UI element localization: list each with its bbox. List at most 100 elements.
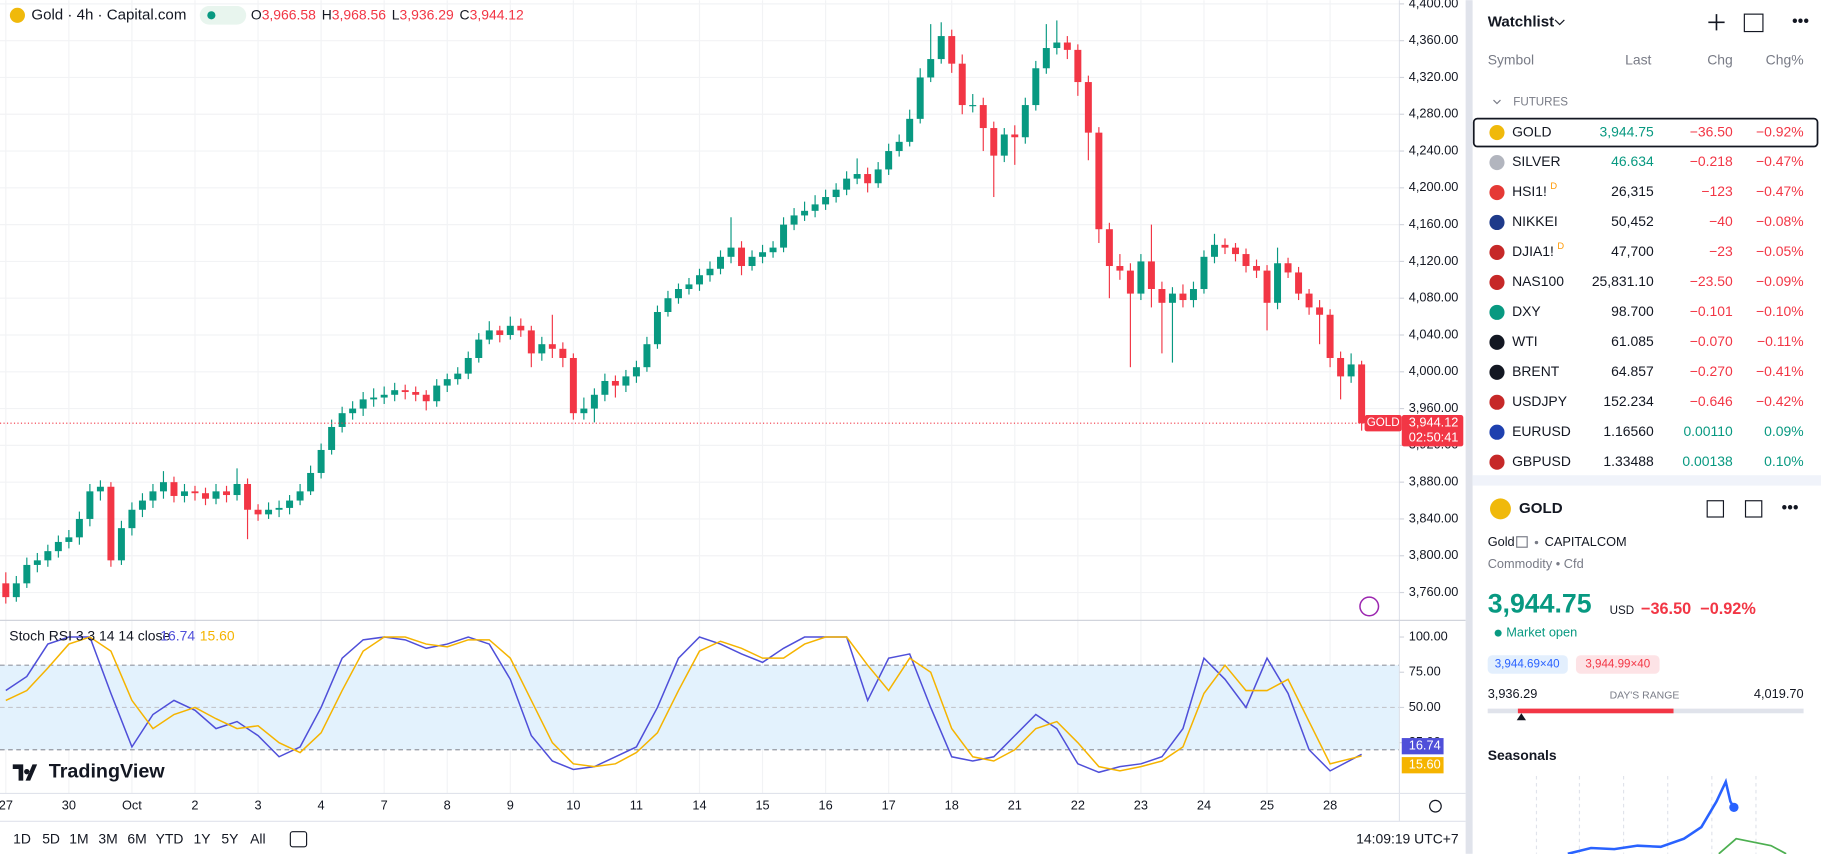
last-price-label: 3,944.12 <box>1409 415 1459 430</box>
column-header[interactable]: Symbol <box>1488 51 1534 67</box>
column-header[interactable]: Chg% <box>1766 51 1804 67</box>
change-percent: −0.10% <box>1756 303 1804 319</box>
candle-body <box>1137 261 1145 294</box>
candle-body <box>1305 293 1313 308</box>
selected-outline <box>1472 117 1819 148</box>
column-header[interactable]: Last <box>1625 51 1651 67</box>
last-value-box <box>1401 757 1444 774</box>
range-button[interactable]: 6M <box>127 831 146 847</box>
candle-body <box>559 348 567 358</box>
candle-body <box>359 399 367 409</box>
candle-body <box>1021 105 1029 138</box>
candle-body <box>580 408 588 414</box>
watchlist-row[interactable]: BRENT 64.857 −0.270 −0.41% <box>1489 363 1804 380</box>
candle-body <box>202 493 209 499</box>
collapse-icon[interactable] <box>1493 99 1501 105</box>
date-range-icon[interactable] <box>289 831 308 848</box>
badge: D <box>1557 241 1564 251</box>
watchlist-row[interactable]: GOLD 3,944.75 −36.50 −0.92% <box>1472 117 1819 148</box>
layout-icon[interactable] <box>1743 13 1764 33</box>
watchlist-row[interactable]: HSI1! D 26,315 −123 −0.47% <box>1489 181 1804 201</box>
range-button[interactable]: 1Y <box>194 831 211 847</box>
x-tick-label: 3 <box>254 798 261 813</box>
candle-body <box>401 390 409 393</box>
symbol-icon <box>1489 214 1505 231</box>
candle-body <box>412 392 420 395</box>
range-button[interactable]: 1D <box>13 831 31 847</box>
x-tick-label: 16 <box>819 798 833 813</box>
candle-body <box>12 583 20 598</box>
change: −0.218 <box>1690 153 1733 169</box>
x-tick-label: 21 <box>1008 798 1022 813</box>
candle-body <box>86 491 94 519</box>
watchlist-row[interactable]: NAS100 25,831.10 −23.50 −0.09% <box>1489 273 1804 290</box>
candle-body <box>717 256 724 269</box>
watchlist-row[interactable]: GBPUSD 1.33488 0.00138 0.10% <box>1489 453 1804 470</box>
instrument-name[interactable]: Gold <box>1488 534 1515 549</box>
grid-icon[interactable] <box>1706 500 1725 518</box>
candle-body <box>1242 254 1250 267</box>
range-button[interactable]: All <box>250 831 265 847</box>
edit-icon[interactable] <box>1744 500 1763 518</box>
symbol: GOLD <box>1512 123 1551 139</box>
last: 3,944.75 <box>1600 123 1654 139</box>
watchlist-title[interactable]: Watchlist <box>1488 13 1554 30</box>
stoch-lines <box>5 636 1362 774</box>
change-percent: −0.41% <box>1756 363 1804 379</box>
watchlist-row[interactable]: DJIA1! D 47,700 −23 −0.05% <box>1489 241 1804 260</box>
link-icon[interactable] <box>1516 536 1528 548</box>
bid: 3,944.69×40 <box>1495 658 1560 671</box>
change: −0.646 <box>1690 393 1733 409</box>
column-header[interactable]: Chg <box>1707 51 1733 67</box>
chart-title: Gold · 4h · Capital.com <box>31 6 186 23</box>
settings-icon[interactable] <box>1429 799 1442 813</box>
more-icon[interactable]: ••• <box>1782 499 1799 517</box>
watchlist-row[interactable]: NIKKEI 50,452 −40 −0.08% <box>1489 213 1804 231</box>
y-tick-label: 4,000.00 <box>1409 363 1459 378</box>
ohlc-value: 3,936.29 <box>400 6 454 22</box>
status-dot <box>207 11 216 20</box>
candle-body <box>748 256 756 267</box>
range-button[interactable]: YTD <box>156 831 184 847</box>
candle-body <box>191 491 199 494</box>
candle-body <box>864 174 872 184</box>
candle-body <box>170 482 178 496</box>
change-percent: −0.11% <box>1757 333 1804 349</box>
section-title[interactable]: FUTURES <box>1513 95 1568 108</box>
range-button[interactable]: 5Y <box>221 831 238 847</box>
change-percent: −0.47% <box>1756 183 1804 199</box>
range-button[interactable]: 3M <box>98 831 117 847</box>
watchlist-row[interactable]: SILVER 46.634 −0.218 −0.47% <box>1489 153 1804 171</box>
candle-body <box>33 560 41 565</box>
candle-body <box>1274 263 1282 303</box>
indicator-value: 16.74 <box>160 627 195 643</box>
candle-body <box>790 215 798 225</box>
symbol-icon <box>1489 334 1505 350</box>
watchlist-row[interactable]: WTI 61.085 −0.070 −0.11% <box>1489 333 1804 350</box>
y-tick-label: 4,320.00 <box>1409 69 1459 84</box>
add-icon[interactable] <box>1708 14 1725 31</box>
candle-body <box>496 330 504 335</box>
dropdown-icon[interactable] <box>1554 19 1565 26</box>
last: 1.16560 <box>1603 423 1654 439</box>
candle-body <box>695 275 703 285</box>
seasonals-title[interactable]: Seasonals <box>1488 747 1557 763</box>
symbol: GBPUSD <box>1512 453 1571 469</box>
more-icon[interactable]: ••• <box>1792 13 1809 31</box>
last: 26,315 <box>1611 183 1654 199</box>
watchlist-row[interactable]: DXY 98.700 −0.101 −0.10% <box>1489 303 1804 320</box>
alert-icon[interactable] <box>1359 596 1380 617</box>
watchlist-row[interactable]: USDJPY 152.234 −0.646 −0.42% <box>1489 393 1804 410</box>
candle-body <box>422 394 430 402</box>
last: 50,452 <box>1611 213 1654 229</box>
range-button[interactable]: 5D <box>42 831 60 847</box>
details-symbol: GOLD <box>1519 500 1563 517</box>
ohlc-label: H <box>322 6 332 22</box>
x-tick-label: 28 <box>1323 798 1337 813</box>
watchlist-row[interactable]: EURUSD 1.16560 0.00110 0.09% <box>1489 423 1804 440</box>
x-tick-label: 24 <box>1197 798 1211 813</box>
clock: 14:09:19 UTC+7 <box>1356 831 1459 847</box>
change: −23 <box>1709 243 1733 259</box>
range-button[interactable]: 1M <box>69 831 88 847</box>
candle-body <box>1042 48 1050 69</box>
